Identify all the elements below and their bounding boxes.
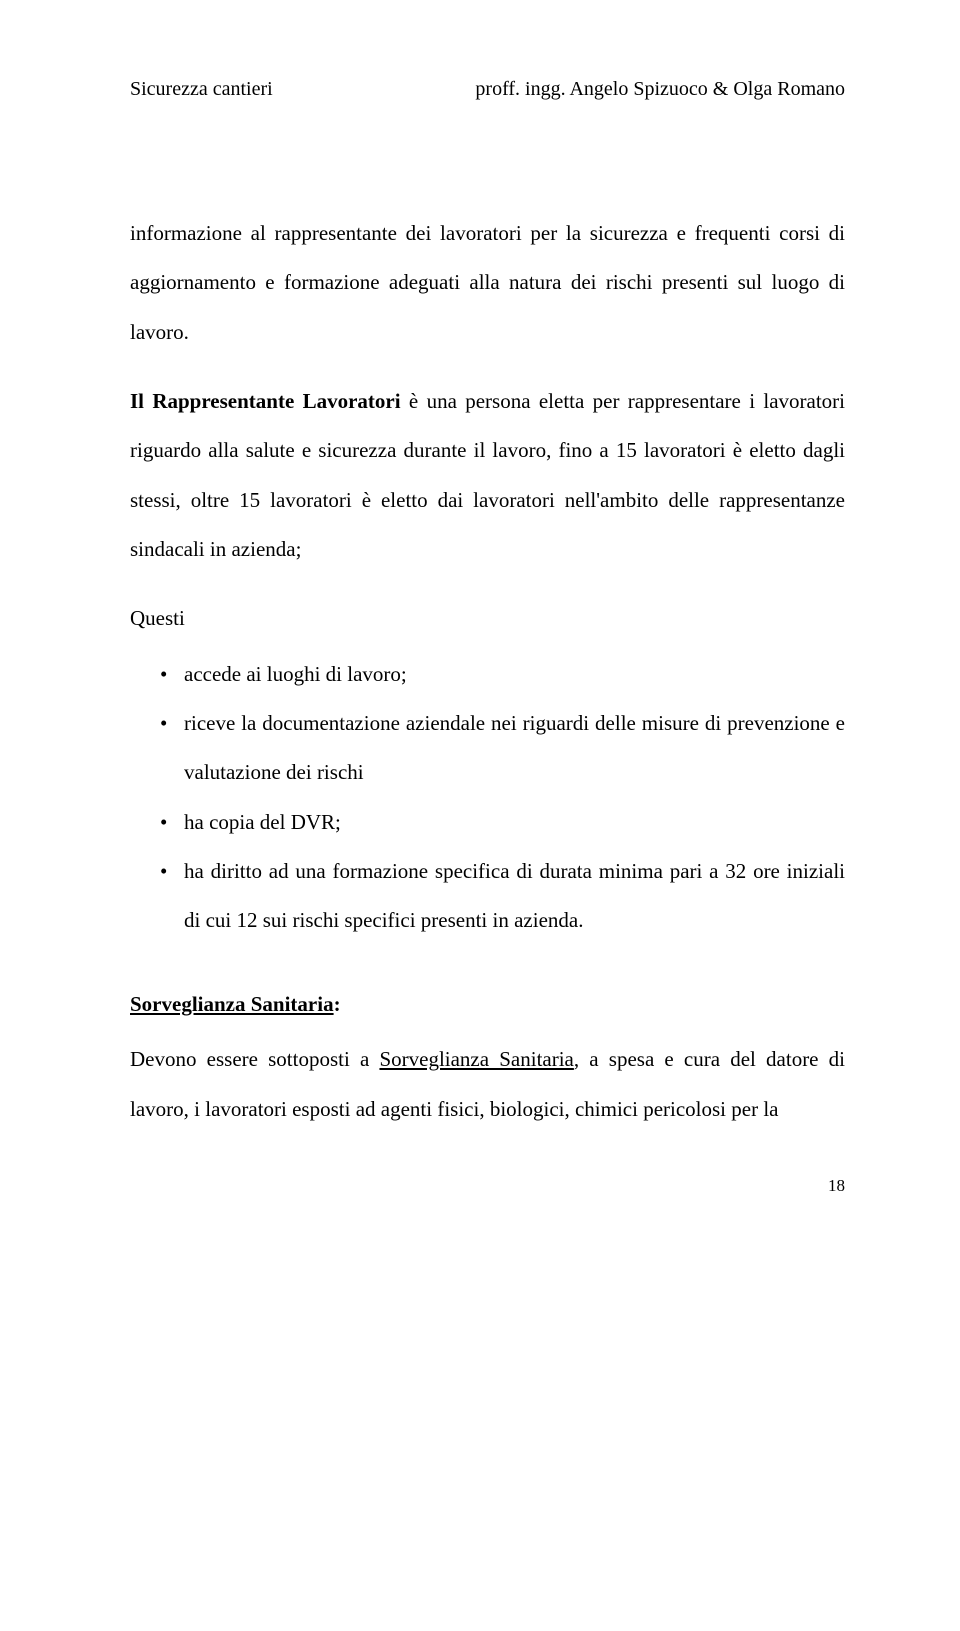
page-number: 18 (130, 1176, 845, 1196)
list-item-text: riceve la documentazione aziendale nei r… (184, 711, 845, 784)
questi-label: Questi (130, 594, 845, 643)
paragraph-3-underline: Sorveglianza Sanitaria (379, 1047, 573, 1071)
paragraph-2-text: è una persona eletta per rappresentare i… (130, 389, 845, 561)
list-item: riceve la documentazione aziendale nei r… (160, 699, 845, 798)
list-item-text: ha copia del DVR; (184, 810, 341, 834)
list-item: ha diritto ad una formazione specifica d… (160, 847, 845, 946)
header-left: Sicurezza cantieri (130, 78, 273, 101)
page-header: Sicurezza cantieri proff. ingg. Angelo S… (130, 78, 845, 101)
list-item-text: accede ai luoghi di lavoro; (184, 662, 407, 686)
sorveglianza-title: Sorveglianza Sanitaria (130, 992, 334, 1016)
sorveglianza-heading: Sorveglianza Sanitaria: (130, 980, 845, 1029)
paragraph-1: informazione al rappresentante dei lavor… (130, 209, 845, 357)
paragraph-3: Devono essere sottoposti a Sorveglianza … (130, 1035, 845, 1134)
list-item: ha copia del DVR; (160, 798, 845, 847)
list-item: accede ai luoghi di lavoro; (160, 650, 845, 699)
paragraph-2: Il Rappresentante Lavoratori è una perso… (130, 377, 845, 574)
list-item-text: ha diritto ad una formazione specifica d… (184, 859, 845, 932)
sorveglianza-colon: : (334, 992, 341, 1016)
paragraph-1-text: informazione al rappresentante dei lavor… (130, 221, 845, 344)
rappresentante-label: Il Rappresentante Lavoratori (130, 389, 401, 413)
paragraph-3-pre: Devono essere sottoposti a (130, 1047, 379, 1071)
bullet-list: accede ai luoghi di lavoro; riceve la do… (130, 650, 845, 946)
header-right: proff. ingg. Angelo Spizuoco & Olga Roma… (475, 78, 845, 101)
